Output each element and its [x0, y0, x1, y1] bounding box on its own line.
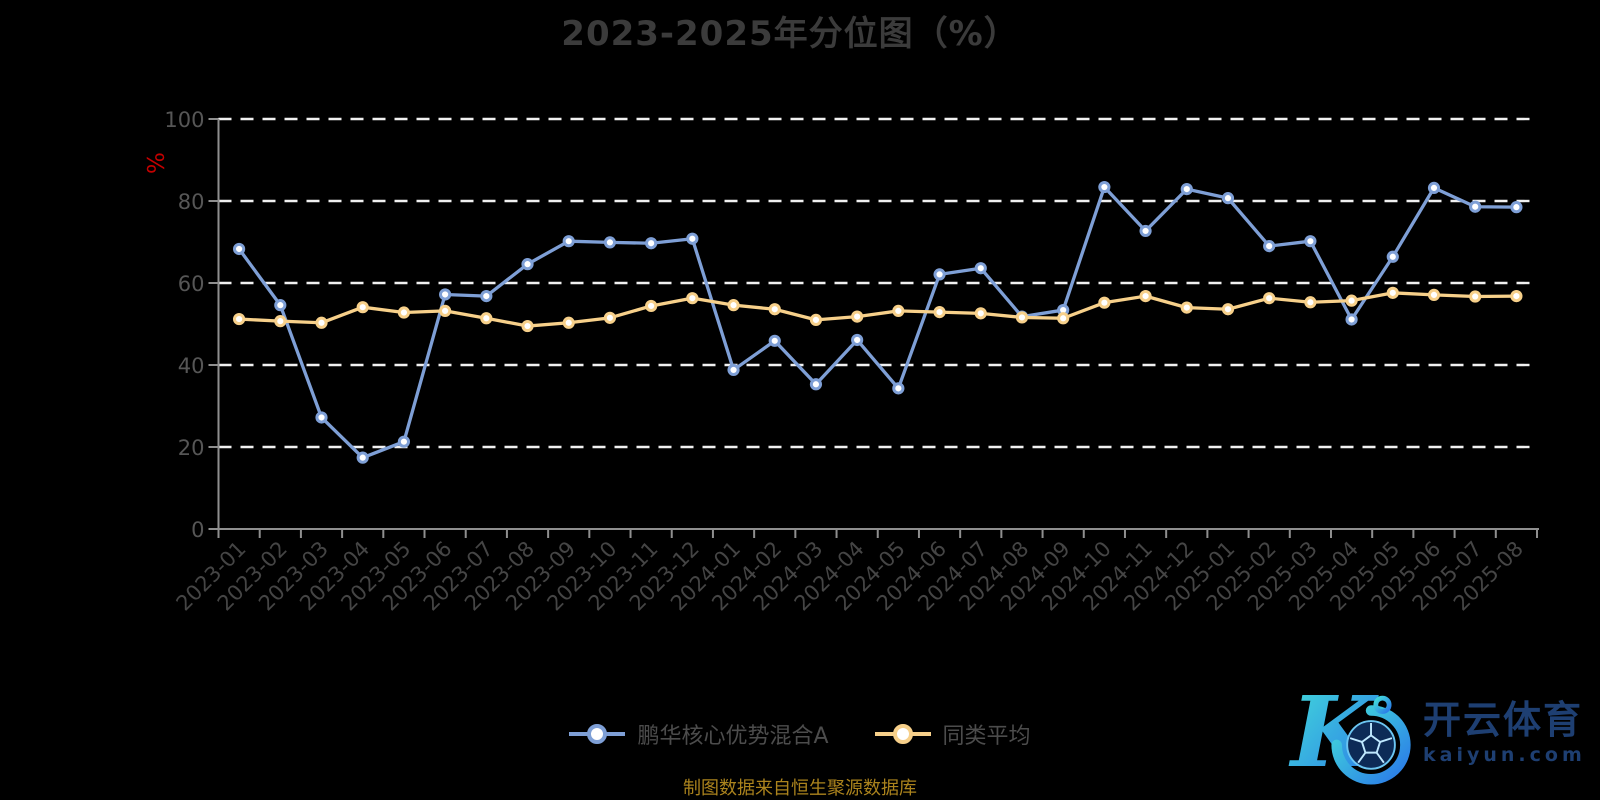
data-point[interactable]	[315, 316, 328, 329]
data-point[interactable]	[603, 311, 617, 324]
data-point[interactable]	[397, 306, 411, 319]
legend-item-fund[interactable]: 鹏华核心优势混合A	[569, 718, 829, 750]
data-point[interactable]	[274, 299, 287, 312]
data-point[interactable]	[480, 312, 493, 325]
svg-text:80: 80	[178, 190, 205, 214]
data-point[interactable]	[562, 235, 575, 248]
data-point[interactable]	[1386, 286, 1399, 299]
data-point[interactable]	[397, 435, 411, 448]
data-point[interactable]	[1510, 201, 1523, 214]
data-point[interactable]	[1180, 301, 1193, 314]
data-point[interactable]	[1469, 200, 1482, 213]
data-point[interactable]	[809, 378, 823, 391]
data-point[interactable]	[892, 304, 905, 317]
data-point[interactable]	[1015, 311, 1029, 324]
data-point[interactable]	[1221, 303, 1235, 316]
data-point[interactable]	[233, 312, 246, 326]
data-point[interactable]	[1098, 180, 1111, 194]
data-point[interactable]	[315, 411, 328, 424]
svg-text:60: 60	[178, 272, 205, 296]
data-source-note: 制图数据来自恒生聚源数据库	[683, 778, 917, 799]
data-point[interactable]	[1221, 192, 1235, 205]
data-point[interactable]	[562, 316, 575, 329]
data-point[interactable]	[439, 288, 452, 301]
data-point[interactable]	[686, 292, 699, 305]
percentile-line-chart: 0 20 40 60 80 100% 2023-012023-022023-032023-0…	[144, 108, 1539, 616]
data-point[interactable]	[933, 268, 946, 281]
data-point[interactable]	[1304, 235, 1317, 248]
svg-text:0: 0	[191, 518, 204, 542]
data-point[interactable]	[974, 307, 987, 320]
x-axis-labels: 2023-012023-022023-032023-042023-052023-…	[172, 537, 1528, 616]
data-point[interactable]	[727, 299, 740, 312]
legend-marker-average	[874, 722, 931, 746]
data-point[interactable]	[521, 319, 534, 333]
data-point[interactable]	[521, 258, 534, 271]
data-point[interactable]	[1304, 296, 1317, 309]
chart-title: 2023-2025年分位图（%）	[561, 14, 1019, 54]
svg-text:20: 20	[178, 436, 205, 460]
kaiyun-domain-text: kaiyun.com	[1423, 743, 1586, 766]
data-point[interactable]	[1469, 290, 1482, 303]
data-point[interactable]	[933, 306, 946, 319]
data-point[interactable]	[1180, 183, 1193, 196]
data-point[interactable]	[1263, 240, 1276, 253]
data-point[interactable]	[1510, 290, 1523, 303]
data-point[interactable]	[974, 262, 987, 275]
data-point[interactable]	[233, 242, 246, 256]
y-axis-name: %	[144, 152, 170, 174]
data-point[interactable]	[1345, 294, 1358, 307]
data-point[interactable]	[1345, 313, 1358, 326]
data-point[interactable]	[768, 303, 781, 316]
data-point[interactable]	[851, 333, 864, 347]
kaiyun-brand-text: 开云体育	[1423, 697, 1584, 742]
data-point[interactable]	[1139, 290, 1152, 303]
data-point[interactable]	[727, 363, 740, 377]
data-point[interactable]	[274, 315, 287, 328]
data-point[interactable]	[851, 310, 864, 323]
svg-text:40: 40	[178, 354, 205, 378]
legend-label-fund: 鹏华核心优势混合A	[637, 724, 829, 749]
data-point[interactable]	[1386, 250, 1399, 263]
data-point[interactable]	[480, 290, 493, 303]
data-point[interactable]	[1057, 312, 1070, 325]
legend-item-average[interactable]: 同类平均	[874, 718, 1031, 750]
data-point[interactable]	[1139, 224, 1152, 238]
data-point[interactable]	[645, 299, 658, 313]
data-point[interactable]	[1427, 288, 1441, 301]
data-point[interactable]	[768, 334, 781, 347]
data-point[interactable]	[356, 451, 369, 464]
series-average	[233, 286, 1523, 333]
data-point[interactable]	[1427, 181, 1441, 194]
y-axis-labels: 0 20 40 60 80 100	[164, 108, 204, 542]
data-point[interactable]	[439, 304, 452, 317]
series-fund	[233, 180, 1523, 464]
kaiyun-logo-icon: K	[1288, 680, 1411, 785]
kaiyun-watermark[interactable]: K 开云体育 kaiyun.com	[1288, 680, 1586, 785]
data-point[interactable]	[603, 236, 617, 249]
svg-text:100: 100	[164, 108, 204, 132]
legend-label-average: 同类平均	[942, 724, 1031, 749]
data-point[interactable]	[1263, 292, 1276, 305]
legend-marker-fund	[569, 722, 626, 746]
data-point[interactable]	[356, 301, 369, 314]
legend: 鹏华核心优势混合A 同类平均	[0, 718, 1600, 750]
data-point[interactable]	[686, 232, 699, 245]
data-point[interactable]	[892, 382, 905, 395]
data-point[interactable]	[1098, 296, 1111, 309]
data-point[interactable]	[809, 313, 823, 326]
axes	[208, 118, 1539, 538]
data-point[interactable]	[645, 237, 658, 250]
